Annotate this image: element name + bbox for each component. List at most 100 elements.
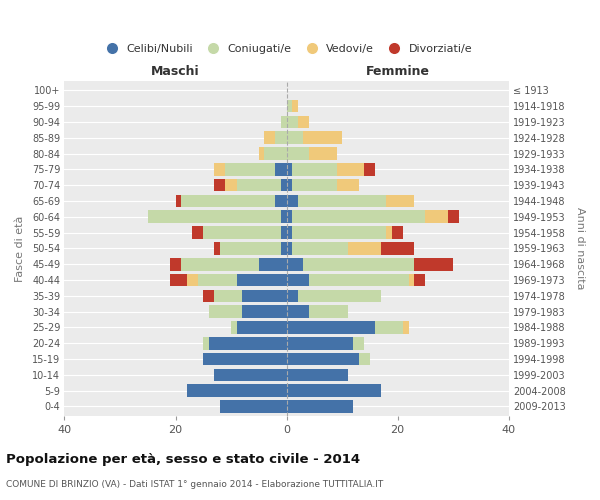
Bar [214, 290, 242, 302]
Bar [265, 147, 287, 160]
Bar [292, 242, 347, 254]
Bar [242, 290, 287, 302]
Bar [148, 210, 281, 223]
Bar [170, 258, 181, 270]
Bar [170, 274, 187, 286]
Bar [303, 258, 414, 270]
Bar [364, 163, 376, 175]
Bar [203, 290, 214, 302]
Bar [287, 274, 309, 286]
Text: Femmine: Femmine [365, 66, 430, 78]
Bar [203, 337, 209, 349]
Y-axis label: Anni di nascita: Anni di nascita [575, 207, 585, 290]
Bar [265, 132, 275, 144]
Bar [292, 179, 337, 192]
Bar [176, 194, 181, 207]
Bar [292, 163, 337, 175]
Bar [337, 179, 359, 192]
Bar [347, 242, 381, 254]
Bar [236, 321, 287, 334]
Bar [298, 116, 309, 128]
Bar [192, 226, 203, 239]
Bar [287, 306, 309, 318]
Bar [198, 274, 236, 286]
Bar [403, 321, 409, 334]
Bar [298, 290, 381, 302]
Bar [409, 274, 414, 286]
Bar [209, 337, 287, 349]
Bar [236, 274, 287, 286]
Bar [448, 210, 458, 223]
Bar [298, 194, 386, 207]
Bar [292, 226, 386, 239]
Bar [242, 306, 287, 318]
Bar [287, 290, 298, 302]
Bar [303, 132, 342, 144]
Bar [287, 163, 292, 175]
Bar [292, 100, 298, 112]
Y-axis label: Fasce di età: Fasce di età [15, 215, 25, 282]
Bar [259, 258, 287, 270]
Bar [187, 384, 287, 397]
Bar [309, 147, 337, 160]
Bar [287, 352, 359, 366]
Bar [209, 306, 242, 318]
Bar [309, 274, 409, 286]
Bar [392, 226, 403, 239]
Text: Maschi: Maschi [151, 66, 200, 78]
Text: COMUNE DI BRINZIO (VA) - Dati ISTAT 1° gennaio 2014 - Elaborazione TUTTITALIA.IT: COMUNE DI BRINZIO (VA) - Dati ISTAT 1° g… [6, 480, 383, 489]
Bar [203, 352, 287, 366]
Bar [226, 179, 236, 192]
Bar [414, 258, 453, 270]
Bar [259, 147, 265, 160]
Bar [425, 210, 448, 223]
Bar [236, 179, 281, 192]
Bar [414, 274, 425, 286]
Bar [287, 321, 376, 334]
Bar [287, 337, 353, 349]
Bar [359, 352, 370, 366]
Bar [275, 132, 287, 144]
Bar [287, 147, 309, 160]
Bar [220, 242, 281, 254]
Bar [287, 132, 303, 144]
Bar [287, 194, 298, 207]
Bar [281, 226, 287, 239]
Bar [287, 210, 292, 223]
Bar [287, 368, 347, 381]
Bar [203, 226, 281, 239]
Bar [187, 274, 198, 286]
Bar [226, 163, 275, 175]
Bar [386, 194, 414, 207]
Bar [214, 163, 226, 175]
Bar [281, 242, 287, 254]
Bar [281, 210, 287, 223]
Bar [214, 179, 226, 192]
Bar [287, 116, 298, 128]
Bar [381, 242, 414, 254]
Bar [287, 258, 303, 270]
Bar [287, 226, 292, 239]
Bar [181, 194, 275, 207]
Bar [287, 400, 353, 413]
Legend: Celibi/Nubili, Coniugati/e, Vedovi/e, Divorziati/e: Celibi/Nubili, Coniugati/e, Vedovi/e, Di… [97, 40, 476, 58]
Bar [287, 384, 381, 397]
Bar [353, 337, 364, 349]
Bar [231, 321, 236, 334]
Bar [220, 400, 287, 413]
Text: Popolazione per età, sesso e stato civile - 2014: Popolazione per età, sesso e stato civil… [6, 452, 360, 466]
Bar [214, 242, 220, 254]
Bar [309, 306, 347, 318]
Bar [181, 258, 259, 270]
Bar [214, 368, 287, 381]
Bar [376, 321, 403, 334]
Bar [275, 194, 287, 207]
Bar [281, 179, 287, 192]
Bar [287, 100, 292, 112]
Bar [275, 163, 287, 175]
Bar [287, 179, 292, 192]
Bar [337, 163, 364, 175]
Bar [292, 210, 425, 223]
Bar [281, 116, 287, 128]
Bar [386, 226, 392, 239]
